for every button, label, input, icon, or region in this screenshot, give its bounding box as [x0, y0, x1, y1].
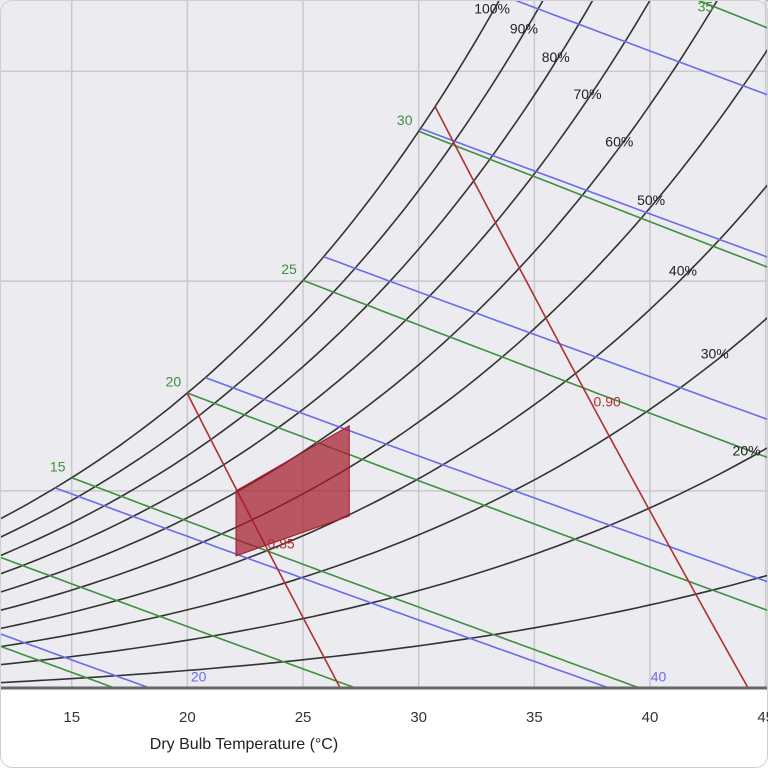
enthalpy-line — [0, 632, 152, 688]
wet-bulb-line — [302, 279, 768, 459]
x-axis-label: Dry Bulb Temperature (°C) — [150, 736, 338, 753]
enthalpy-line-label: 40 — [651, 669, 667, 685]
rh-curve — [0, 0, 652, 575]
volume-line-label: 0.85 — [267, 536, 294, 552]
wet-bulb-line-label: 30 — [397, 112, 413, 128]
rh-curve-label: 70% — [574, 86, 602, 102]
enthalpy-line — [323, 255, 768, 421]
plot-area — [0, 0, 768, 688]
x-tick-label: 40 — [642, 709, 659, 726]
rh-curve-label: 80% — [542, 49, 570, 65]
wet-bulb-line-label: 15 — [50, 458, 66, 474]
rh-curve-label: 30% — [701, 345, 729, 361]
rh-curve-label: 100% — [474, 1, 510, 17]
wet-bulb-line — [71, 476, 643, 688]
wet-bulb-line-label: 20 — [166, 374, 182, 390]
wet-bulb-line — [0, 645, 117, 688]
rh-curve-label: 50% — [637, 192, 665, 208]
x-tick-label: 35 — [526, 709, 543, 726]
rh-curve — [0, 316, 768, 648]
x-tick-label: 15 — [63, 709, 80, 726]
wet-bulb-line-label: 25 — [281, 261, 297, 277]
rh-curve — [0, 446, 768, 666]
rh-curve-label: 40% — [669, 262, 697, 278]
rh-curve — [0, 0, 719, 594]
volume-line — [186, 392, 342, 688]
curve-labels: 100%90%80% 70% 60% 50% 40% 30% 20% 15 20 25 30 35 20… — [50, 0, 761, 685]
rh-curve — [0, 0, 545, 539]
x-tick-label: 30 — [410, 709, 427, 726]
enthalpy-line — [54, 487, 612, 688]
volume-line — [434, 106, 750, 688]
x-tick-label: 25 — [295, 709, 312, 726]
volume-line-label: 0.90 — [594, 393, 621, 409]
rh-curve-label: 90% — [510, 21, 538, 37]
enthalpy-line — [420, 127, 768, 259]
curves — [0, 0, 768, 688]
x-tick-label: 20 — [179, 709, 196, 726]
enthalpy-line — [205, 376, 768, 583]
rh-curve — [0, 574, 768, 684]
rh-curve — [0, 183, 768, 630]
rh-curve — [0, 0, 501, 520]
wet-bulb-line-label: 35 — [698, 0, 714, 15]
rh-curve — [0, 0, 594, 557]
rh-curve-label: 60% — [605, 134, 633, 150]
rh-curve-label: 20% — [733, 442, 761, 458]
wet-bulb-line — [0, 556, 358, 688]
enthalpy-line-label: 20 — [191, 669, 207, 685]
rh-curve — [0, 47, 768, 612]
x-tick-label: 45 — [757, 709, 768, 726]
grid — [0, 0, 768, 688]
wet-bulb-line — [418, 130, 768, 269]
comfort-zone — [235, 424, 350, 557]
